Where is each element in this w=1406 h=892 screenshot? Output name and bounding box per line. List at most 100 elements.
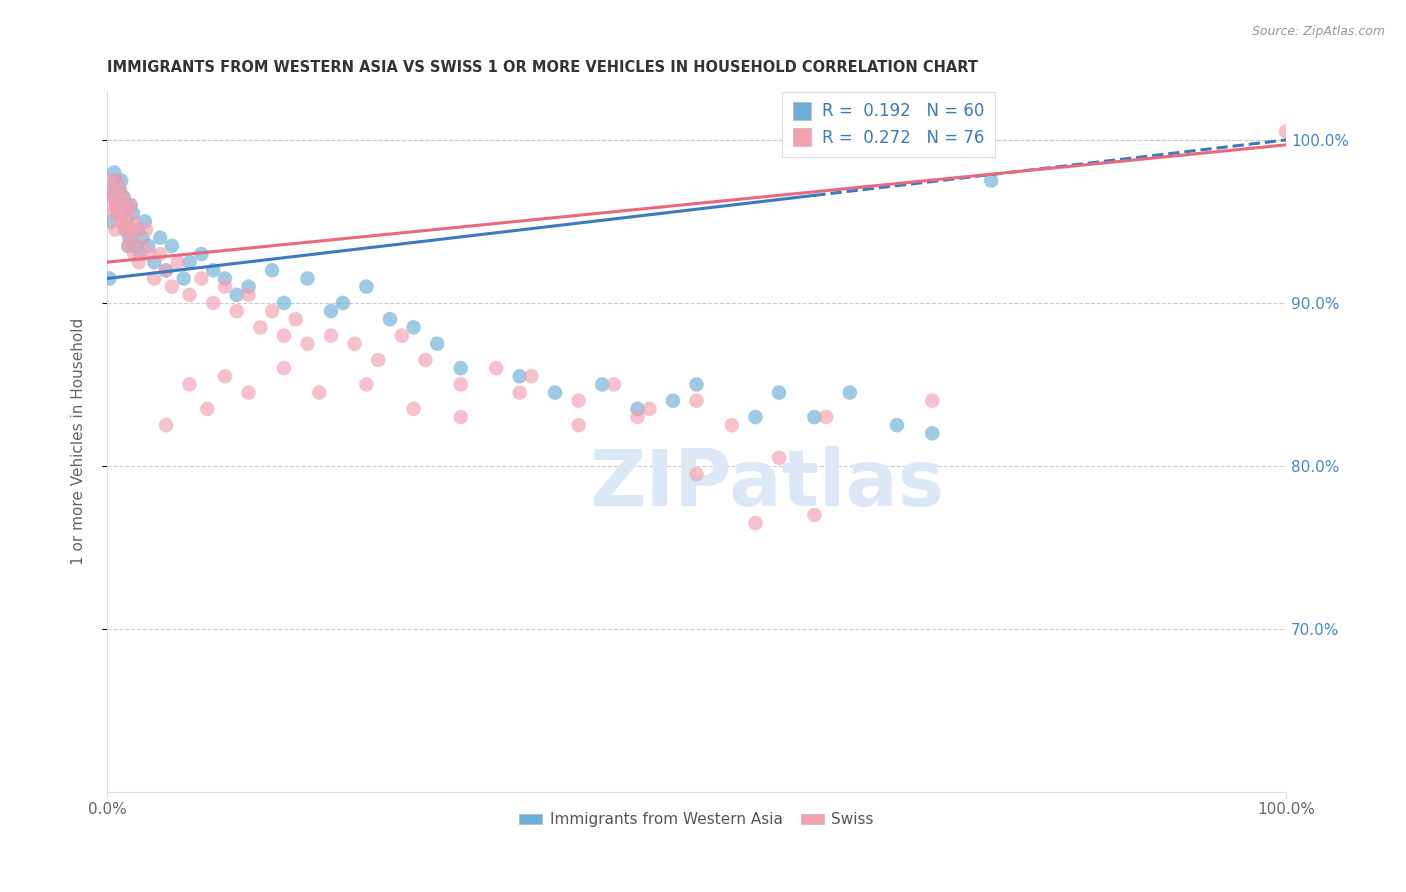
Point: [108, 206, 131, 220]
Point: [356, 279, 378, 293]
Point: [122, 206, 145, 220]
Point: [138, 247, 160, 261]
Point: [591, 377, 613, 392]
Point: [108, 182, 131, 196]
Point: [122, 247, 145, 261]
Point: [160, 239, 183, 253]
Point: [603, 377, 626, 392]
Point: [110, 214, 132, 228]
Point: [391, 328, 413, 343]
Point: [129, 247, 152, 261]
Point: [135, 222, 157, 236]
Point: [803, 410, 825, 425]
Point: [332, 296, 354, 310]
Point: [319, 304, 342, 318]
Point: [98, 182, 121, 196]
Point: [117, 239, 139, 253]
Point: [117, 239, 139, 253]
Point: [214, 369, 236, 384]
Point: [426, 336, 449, 351]
Point: [149, 231, 172, 245]
Point: [160, 279, 183, 293]
Point: [134, 214, 156, 228]
Point: [544, 385, 567, 400]
Point: [921, 426, 943, 441]
Point: [104, 222, 127, 236]
Point: [107, 174, 129, 188]
Point: [110, 174, 132, 188]
Point: [202, 296, 225, 310]
Point: [115, 214, 138, 228]
Point: [179, 255, 201, 269]
Point: [112, 190, 135, 204]
Point: [100, 214, 122, 228]
Point: [568, 418, 591, 433]
Point: [886, 418, 908, 433]
Point: [297, 336, 319, 351]
Point: [190, 271, 212, 285]
Point: [195, 401, 218, 416]
Point: [343, 336, 366, 351]
Point: [1275, 125, 1298, 139]
Point: [166, 255, 188, 269]
Point: [685, 393, 707, 408]
Point: [120, 198, 142, 212]
Text: IMMIGRANTS FROM WESTERN ASIA VS SWISS 1 OR MORE VEHICLES IN HOUSEHOLD CORRELATIO: IMMIGRANTS FROM WESTERN ASIA VS SWISS 1 …: [107, 60, 979, 75]
Point: [249, 320, 271, 334]
Point: [149, 247, 172, 261]
Point: [128, 255, 150, 269]
Point: [121, 231, 143, 245]
Point: [143, 271, 166, 285]
Point: [103, 165, 125, 179]
Point: [284, 312, 307, 326]
Text: ZIPatlas: ZIPatlas: [589, 446, 945, 522]
Point: [744, 516, 766, 530]
Point: [367, 353, 389, 368]
Point: [509, 385, 531, 400]
Point: [100, 198, 122, 212]
Point: [101, 190, 124, 204]
Point: [108, 198, 131, 212]
Point: [101, 174, 124, 188]
Point: [138, 239, 160, 253]
Point: [131, 231, 153, 245]
Point: [450, 410, 472, 425]
Point: [114, 198, 136, 212]
Text: Source: ZipAtlas.com: Source: ZipAtlas.com: [1251, 25, 1385, 38]
Point: [101, 206, 124, 220]
Point: [297, 271, 319, 285]
Point: [568, 393, 591, 408]
Point: [143, 255, 166, 269]
Point: [262, 304, 284, 318]
Point: [273, 328, 295, 343]
Point: [101, 182, 124, 196]
Point: [450, 361, 472, 376]
Point: [509, 369, 531, 384]
Point: [803, 508, 825, 522]
Point: [120, 198, 142, 212]
Point: [103, 190, 125, 204]
Point: [838, 385, 860, 400]
Point: [105, 198, 128, 212]
Point: [721, 418, 744, 433]
Legend: Immigrants from Western Asia, Swiss: Immigrants from Western Asia, Swiss: [513, 806, 880, 833]
Point: [402, 320, 425, 334]
Y-axis label: 1 or more Vehicles in Household: 1 or more Vehicles in Household: [72, 318, 86, 566]
Point: [225, 304, 247, 318]
Point: [118, 222, 141, 236]
Point: [308, 385, 330, 400]
Point: [225, 287, 247, 301]
Point: [104, 174, 127, 188]
Point: [450, 377, 472, 392]
Point: [485, 361, 508, 376]
Point: [319, 328, 342, 343]
Point: [111, 190, 134, 204]
Point: [980, 174, 1002, 188]
Point: [921, 393, 943, 408]
Point: [98, 271, 121, 285]
Point: [273, 296, 295, 310]
Point: [238, 385, 260, 400]
Point: [768, 385, 790, 400]
Point: [202, 263, 225, 277]
Point: [626, 401, 648, 416]
